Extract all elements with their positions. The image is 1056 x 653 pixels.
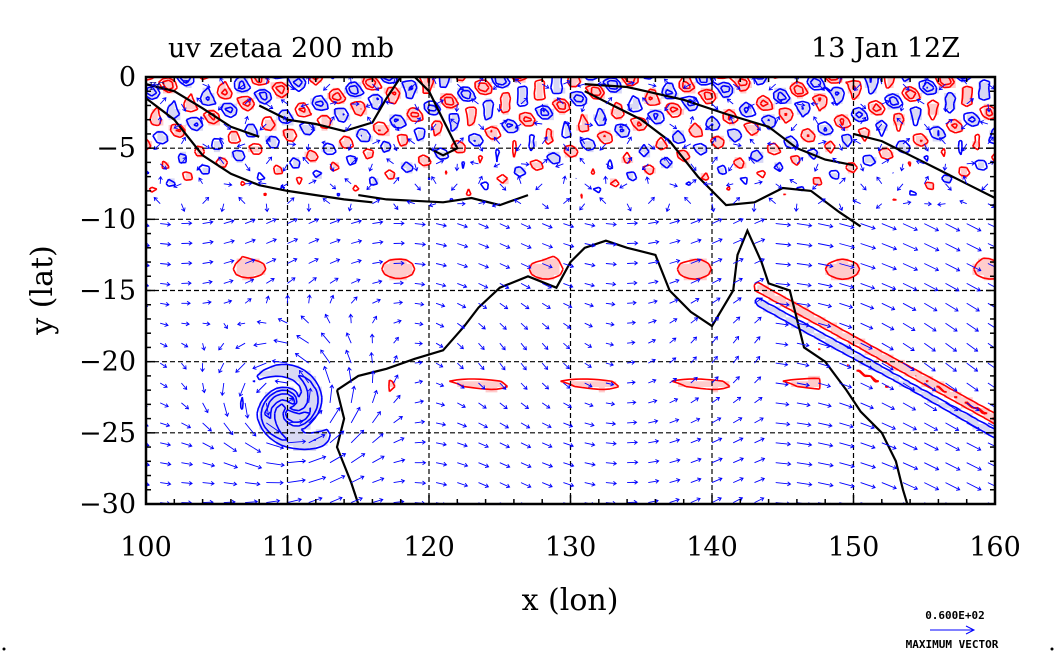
corner-dot-right [1050, 647, 1054, 651]
y-tick-label: −30 [79, 489, 136, 520]
corner-label: FG [149, 80, 165, 93]
x-tick-label: 140 [686, 532, 738, 563]
x-tick-label: 120 [403, 532, 455, 563]
y-tick-label: 0 [119, 62, 136, 93]
coastline [335, 389, 360, 504]
corner-dot-left [2, 647, 6, 651]
wind-vectors [146, 77, 995, 504]
coastline [584, 83, 854, 167]
x-tick-label: 130 [545, 532, 597, 563]
y-tick-label: −20 [79, 347, 136, 378]
y-tick-label: −25 [79, 418, 136, 449]
wind-vector-layer [146, 77, 995, 504]
positive-contour [146, 77, 995, 425]
x-tick-label: 160 [969, 532, 1021, 563]
vector-key-value: 0.600E+02 [925, 609, 985, 622]
coastline [358, 194, 529, 207]
coastline [146, 83, 260, 138]
x-axis-label: x (lon) [522, 583, 619, 618]
coastline [414, 77, 459, 157]
negative-contour [146, 77, 995, 451]
tick-marks [145, 76, 996, 505]
title-left: uv zetaa 200 mb [168, 33, 394, 64]
grid-layer [146, 77, 995, 504]
negative-vorticity-fill [146, 77, 995, 452]
y-axis-label: y (lat) [25, 245, 60, 335]
vorticity-fill-layer [146, 77, 995, 452]
y-tick-label: −5 [96, 133, 136, 164]
vector-key-label: MAXIMUM VECTOR [906, 638, 999, 651]
title-right: 13 Jan 12Z [811, 33, 960, 64]
x-tick-label: 100 [120, 532, 172, 563]
map-area [146, 77, 995, 504]
vector-key: 0.600E+02 MAXIMUM VECTOR [906, 609, 999, 651]
y-tick-label: −10 [79, 204, 136, 235]
positive-vorticity-fill [146, 77, 995, 425]
coastline [853, 132, 995, 199]
coastline [336, 227, 909, 504]
x-tick-label: 110 [262, 532, 314, 563]
y-tick-label: −15 [79, 276, 136, 307]
vector-key-arrowhead [965, 625, 976, 635]
tick-labels: 100 110 120 130 140 150 160 0 −5 −10 −15 −20 −25 −30 [79, 62, 1021, 563]
coastline [146, 97, 373, 204]
coastline [584, 90, 862, 228]
x-tick-label: 150 [828, 532, 880, 563]
